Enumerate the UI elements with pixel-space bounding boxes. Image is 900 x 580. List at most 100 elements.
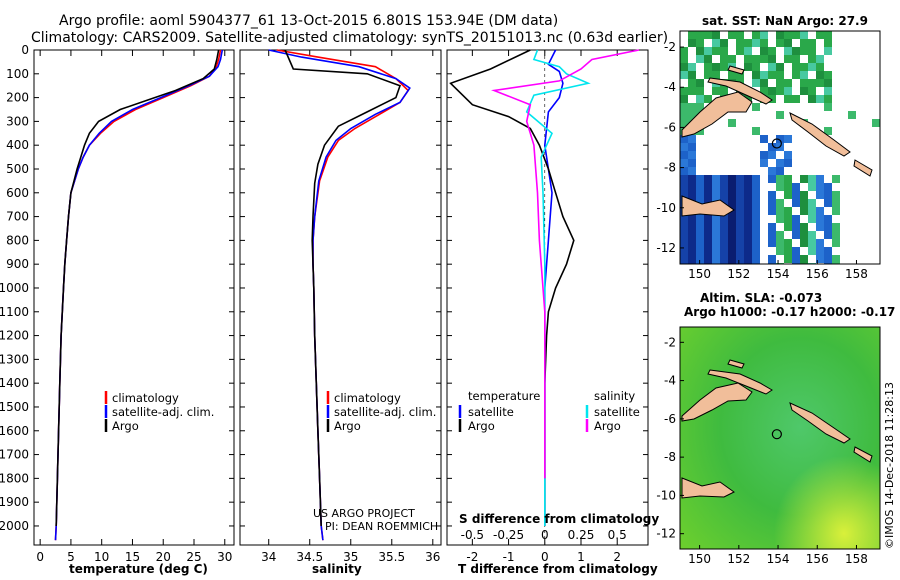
sst-pixel xyxy=(680,223,688,231)
sst-pixel xyxy=(696,215,704,223)
sst-pixel xyxy=(848,111,856,119)
sst-pixel xyxy=(680,135,688,143)
sst-pixel xyxy=(784,31,792,39)
sst-pixel xyxy=(768,255,776,263)
sst-pixel xyxy=(704,255,712,263)
sst-pixel xyxy=(808,231,816,239)
figure-title-line1: Argo profile: aoml 5904377_61 13-Oct-201… xyxy=(59,13,558,29)
sst-pixel xyxy=(728,247,736,255)
sst-pixel xyxy=(816,247,824,255)
sst-pixel xyxy=(688,79,696,87)
sst-pixel xyxy=(688,111,696,119)
sst-pixel xyxy=(784,247,792,255)
series-line-argo xyxy=(55,49,220,527)
sst-pixel xyxy=(696,103,704,111)
depth-tick-label: 400 xyxy=(6,138,29,152)
sst-pixel xyxy=(776,199,784,207)
sst-pixel xyxy=(784,159,792,167)
sst-pixel xyxy=(768,191,776,199)
sst-pixel xyxy=(808,55,816,63)
sst-pixel xyxy=(680,71,688,79)
sst-pixel xyxy=(824,199,832,207)
series-line-s-satellite xyxy=(525,49,591,526)
sst-pixel xyxy=(816,255,824,263)
difference-lines xyxy=(449,49,640,545)
sst-pixel xyxy=(792,199,800,207)
sst-map-ticks: 150 152 154 156 158 -2 -4 -6 -8 -10 -12 xyxy=(656,40,868,281)
sst-pixel xyxy=(784,183,792,191)
pi-credit: PI: DEAN ROEMMICH xyxy=(325,520,438,533)
sst-map-frame xyxy=(679,30,881,265)
map-y-tick-label: -2 xyxy=(664,40,676,54)
sst-pixel xyxy=(824,39,832,47)
sst-pixel xyxy=(688,215,696,223)
sst-pixel xyxy=(728,31,736,39)
map-y-tick-label: -2 xyxy=(664,335,676,349)
sst-pixel xyxy=(712,239,720,247)
sst-pixel xyxy=(712,63,720,71)
sst-pixel xyxy=(752,55,760,63)
sst-pixel xyxy=(736,199,744,207)
sst-pixel xyxy=(744,207,752,215)
sst-pixel xyxy=(744,199,752,207)
sst-pixel xyxy=(680,143,688,151)
sst-pixel xyxy=(680,119,688,127)
sst-pixel xyxy=(752,191,760,199)
solomon-islands-east-land xyxy=(853,159,873,177)
sst-pixel xyxy=(744,183,752,191)
sst-pixel xyxy=(800,87,808,95)
x-tick-label: 10 xyxy=(94,550,109,564)
sst-pixel xyxy=(832,239,840,247)
sst-pixel xyxy=(744,63,752,71)
sst-pixel xyxy=(824,255,832,263)
temperature-lines xyxy=(54,49,224,541)
x-tick-label: 0 xyxy=(541,550,549,564)
sst-pixel xyxy=(808,207,816,215)
new-britain-land xyxy=(707,77,773,105)
sst-pixel xyxy=(776,71,784,79)
depth-tick-label: 200 xyxy=(6,91,29,105)
solomon-islands-east-land xyxy=(853,446,873,463)
sst-pixel xyxy=(688,143,696,151)
sst-pixel xyxy=(744,191,752,199)
sla-map-ticks: 150 152 154 156 158 -2 -4 -6 -8 -10 -12 xyxy=(656,335,868,566)
sst-pixel xyxy=(832,231,840,239)
sst-pixel xyxy=(720,55,728,63)
imos-credit: ©IMOS 14-Dec-2018 11:28:13 xyxy=(883,382,896,549)
sst-pixel xyxy=(816,55,824,63)
sst-pixel xyxy=(680,167,688,175)
sst-pixel xyxy=(728,191,736,199)
sst-pixel xyxy=(712,183,720,191)
series-line-climatology xyxy=(54,49,222,541)
figure-title-line2: Climatology: CARS2009. Satellite-adjuste… xyxy=(31,30,668,46)
map-x-tick-label: 154 xyxy=(767,552,790,566)
salinity-legend: climatology satellite-adj. clim. Argo xyxy=(326,391,436,433)
sst-pixel xyxy=(688,135,696,143)
sst-pixel xyxy=(760,159,768,167)
sst-pixel xyxy=(752,199,760,207)
sst-pixel xyxy=(768,167,776,175)
sst-pixel xyxy=(736,255,744,263)
sst-pixel xyxy=(824,31,832,39)
sst-pixel xyxy=(688,191,696,199)
sst-pixel xyxy=(816,207,824,215)
sst-pixel xyxy=(752,103,760,111)
sst-pixel xyxy=(792,31,800,39)
sst-pixel xyxy=(784,79,792,87)
sst-pixel xyxy=(824,215,832,223)
x-tick-label: 25 xyxy=(186,550,201,564)
sst-pixel xyxy=(680,111,688,119)
sst-pixel xyxy=(808,79,816,87)
sst-pixel xyxy=(688,39,696,47)
sst-pixel xyxy=(696,55,704,63)
sst-pixel xyxy=(816,63,824,71)
sst-pixel xyxy=(712,247,720,255)
sst-pixel xyxy=(776,135,784,143)
x-tick-label: -1 xyxy=(503,550,515,564)
sst-pixel xyxy=(768,71,776,79)
map-y-tick-label: -4 xyxy=(664,374,676,388)
sst-pixel xyxy=(720,183,728,191)
sst-pixel xyxy=(720,47,728,55)
island-land xyxy=(727,359,745,369)
map-x-tick-label: 158 xyxy=(845,267,868,281)
